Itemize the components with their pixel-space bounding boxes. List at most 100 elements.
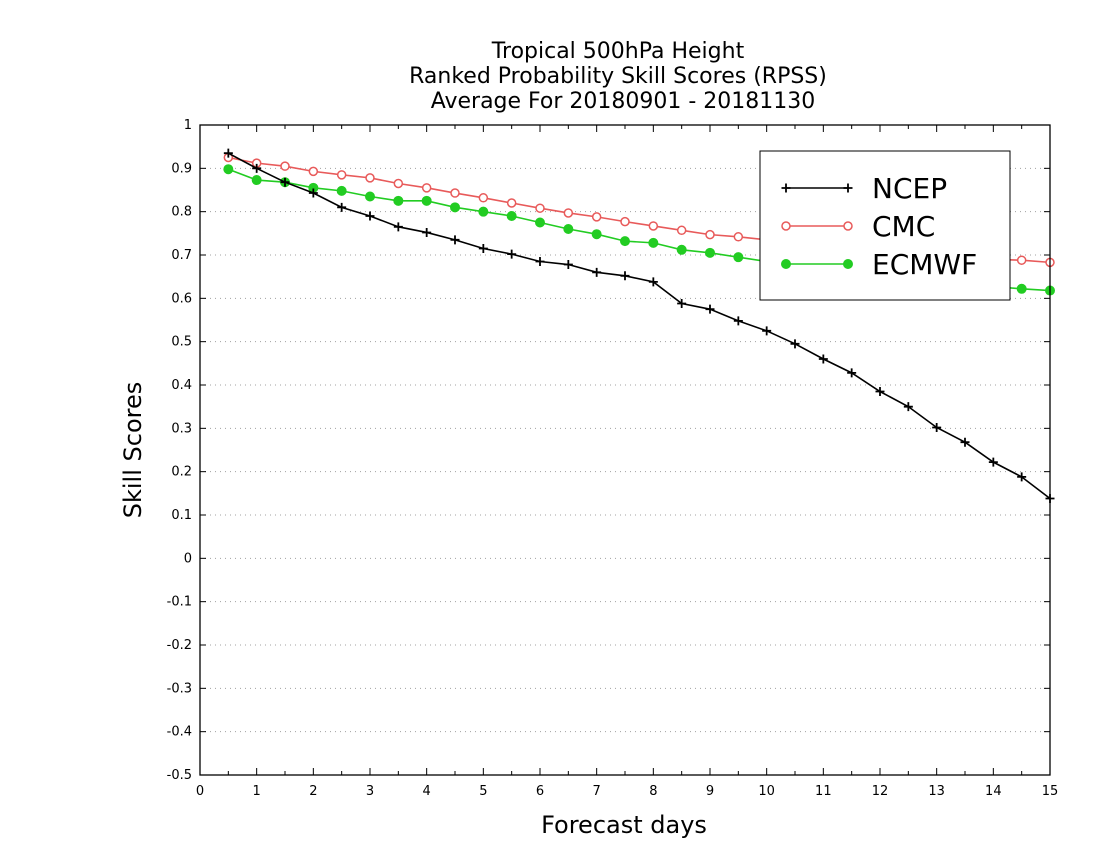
data-point: [733, 316, 743, 326]
y-tick-label: 0.6: [171, 291, 192, 306]
data-point: [843, 183, 853, 193]
data-point: [336, 170, 347, 180]
x-tick-label: 8: [649, 784, 657, 799]
data-point: [843, 259, 853, 269]
data-point: [337, 202, 347, 212]
data-point: [478, 193, 489, 203]
data-point: [591, 229, 602, 240]
data-point: [620, 271, 630, 281]
data-point: [365, 191, 375, 202]
y-tick-label: 0.9: [171, 161, 192, 176]
data-point: [648, 277, 658, 287]
data-point: [563, 224, 574, 234]
y-tick-label: -0.4: [167, 725, 192, 740]
data-point: [843, 221, 853, 231]
data-point: [705, 229, 715, 240]
data-point: [1016, 283, 1027, 294]
data-point: [336, 185, 347, 196]
x-tick-label: 5: [479, 784, 487, 799]
y-tick-label: -0.1: [167, 595, 192, 610]
x-tick-label: 6: [536, 784, 544, 799]
data-point: [252, 163, 262, 173]
data-point: [705, 304, 715, 314]
data-point: [762, 326, 772, 336]
x-tick-label: 0: [196, 784, 204, 799]
y-tick-label: -0.2: [167, 638, 192, 653]
y-tick-label: 0: [184, 551, 192, 566]
data-point: [988, 457, 998, 467]
data-point: [1017, 472, 1027, 482]
data-point: [223, 148, 233, 158]
data-point: [507, 249, 517, 259]
data-point: [781, 183, 791, 193]
data-point: [308, 166, 319, 177]
data-point: [535, 217, 545, 228]
y-tick-label: 0.3: [171, 421, 192, 436]
data-point: [393, 195, 404, 206]
data-point: [450, 202, 460, 213]
y-axis-label: Skill Scores: [119, 382, 147, 519]
data-point: [393, 178, 404, 189]
x-tick-label: 11: [815, 784, 832, 799]
data-point: [875, 387, 885, 396]
y-tick-label: 0.8: [171, 205, 192, 220]
x-tick-label: 2: [309, 784, 317, 799]
data-point: [781, 221, 791, 231]
x-tick-label: 13: [928, 784, 945, 799]
y-tick-label: 1: [184, 118, 192, 133]
data-point: [280, 177, 290, 187]
x-tick-label: 7: [593, 784, 601, 799]
y-tick-label: -0.3: [167, 681, 192, 696]
legend-entry-ecmwf: ECMWF: [781, 248, 977, 281]
data-point: [563, 260, 573, 270]
data-point: [648, 237, 659, 248]
legend: NCEP CMC ECMWF: [759, 150, 1011, 301]
chart-title: Tropical 500hPa Height Ranked Probabilit…: [409, 39, 827, 114]
data-point: [308, 188, 318, 198]
legend-label: CMC: [872, 210, 935, 243]
data-point: [960, 437, 970, 447]
data-point: [535, 203, 545, 213]
x-tick-label: 14: [985, 784, 1002, 799]
data-point: [592, 267, 602, 277]
y-tick-label: 0.7: [171, 248, 192, 263]
x-tick-label: 10: [758, 784, 775, 799]
data-point: [676, 225, 687, 236]
y-tick-label: 0.5: [171, 335, 192, 350]
data-point: [676, 244, 687, 255]
x-tick-label: 12: [872, 784, 889, 799]
data-point: [932, 422, 942, 432]
axes-layer: -0.5 -0.4 -0.3 -0.2 -0.1 0 0.1 0.2 0.3 0.4 0.5 0.6 0…: [167, 118, 1059, 799]
x-tick-label: 4: [423, 784, 431, 799]
title-line-3: Average For 20180901 - 20181130: [431, 89, 816, 114]
x-tick-label: 9: [706, 784, 714, 799]
title-line-1: Tropical 500hPa Height: [491, 39, 745, 64]
data-point: [620, 216, 630, 227]
data-point: [818, 354, 828, 364]
data-point: [591, 212, 602, 222]
x-tick-label: 3: [366, 784, 374, 799]
x-tick-label: 1: [253, 784, 261, 799]
y-tick-label: 0.2: [171, 465, 192, 480]
series-line: [227, 152, 1051, 500]
title-line-2: Ranked Probability Skill Scores (RPSS): [409, 64, 827, 89]
y-tick-label: 0.4: [171, 378, 192, 393]
x-tick-label: 15: [1042, 784, 1059, 799]
data-point: [421, 183, 432, 193]
data-point: [903, 402, 913, 412]
legend-entry-ncep: NCEP: [781, 172, 947, 205]
data-point: [563, 208, 574, 218]
data-point: [365, 173, 375, 183]
data-point: [280, 161, 290, 171]
data-point: [781, 259, 791, 269]
data-point: [450, 188, 460, 198]
data-point: [733, 232, 744, 242]
x-axis-label: Forecast days: [541, 811, 707, 839]
legend-entry-cmc: CMC: [781, 210, 935, 243]
data-point: [421, 195, 432, 206]
data-point: [705, 247, 715, 258]
data-point: [506, 211, 517, 221]
data-point: [1016, 255, 1027, 265]
series-ncep: [223, 148, 1055, 504]
